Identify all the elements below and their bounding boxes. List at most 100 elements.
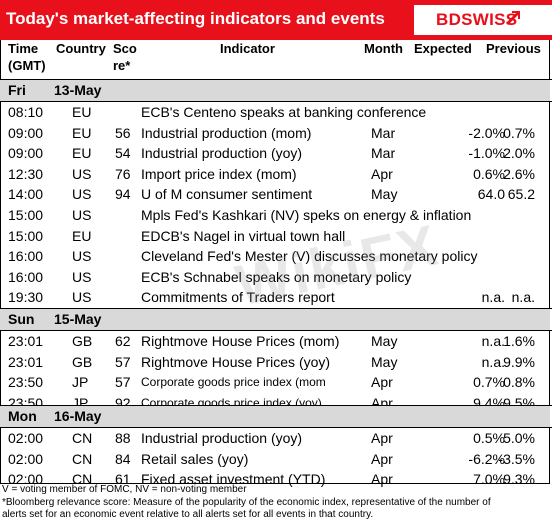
month-cell: Apr	[371, 471, 393, 488]
table-row: 09:00 EU 56 Industrial production (mom) Mar -…	[0, 123, 552, 144]
section-divider	[0, 101, 552, 102]
score-cell: 84	[115, 450, 131, 467]
day-header-mon: Mon 16-May	[0, 406, 550, 427]
country-cell: GB	[72, 333, 93, 349]
table-row: 23:01 GB 62 Rightmove House Prices (mom) May…	[0, 331, 552, 352]
month-cell: Apr	[371, 374, 393, 391]
indicator-cell: Cleveland Fed's Mester (V) discusses mon…	[141, 248, 478, 265]
score-cell: 88	[115, 430, 131, 446]
expected-cell: 0.6%	[473, 165, 505, 182]
time-cell: 14:00	[8, 186, 44, 203]
time-cell: 09:00	[8, 145, 44, 162]
month-cell: May	[371, 333, 398, 349]
table-row: 15:00 US Mpls Fed's Kashkari (NV) speks on…	[0, 205, 552, 226]
previous-cell: 9.9%	[503, 353, 535, 370]
month-cell: May	[371, 186, 398, 203]
previous-cell: 2.0%	[503, 145, 535, 162]
indicator-cell: Rightmove House Prices (mom)	[141, 333, 340, 349]
previous-cell: 2.6%	[503, 165, 535, 182]
time-cell: 16:00	[8, 248, 44, 265]
score-cell: 62	[115, 333, 131, 349]
country-cell: CN	[72, 430, 93, 446]
section-divider	[0, 405, 552, 406]
page-title: Today's market-affecting indicators and …	[6, 9, 385, 28]
header-previous: Previous	[486, 41, 541, 56]
time-cell: 15:00	[8, 207, 44, 223]
table-row: 02:00 CN 88 Industrial production (yoy) Apr 0…	[0, 428, 552, 449]
footnote-score-1: *Bloomberg relevance score: Measure of t…	[2, 497, 491, 508]
country-cell: EU	[72, 145, 92, 162]
time-cell: 02:00	[8, 471, 44, 488]
expected-cell: -1.0%	[468, 145, 505, 162]
country-cell: US	[72, 268, 92, 285]
indicator-cell: Industrial production (yoy)	[141, 145, 303, 162]
header-time: Time (GMT)	[8, 41, 46, 73]
title-bar: Today's market-affecting indicators and …	[0, 0, 552, 40]
month-cell: Mar	[371, 145, 396, 162]
score-cell: 57	[115, 353, 131, 370]
time-cell: 23:01	[8, 333, 44, 349]
logo-arrow-icon	[506, 11, 520, 25]
score-cell: 94	[115, 186, 131, 203]
footnote-score-2: alerts set for an economic event relativ…	[2, 509, 374, 520]
time-cell: 09:00	[8, 124, 44, 141]
indicator-cell: U of M consumer sentiment	[141, 186, 313, 203]
footnote-voting: V = voting member of FOMC, NV = non-voti…	[2, 484, 247, 495]
header-indicator: Indicator	[220, 41, 275, 56]
expected-cell: n.a.	[481, 333, 505, 349]
day-header-sun: Sun 15-May	[0, 309, 550, 330]
month-cell: Mar	[371, 124, 396, 141]
score-cell: 57	[115, 374, 131, 391]
expected-cell: n.a.	[481, 289, 505, 306]
expected-cell: 0.5%	[473, 430, 505, 446]
score-cell: 56	[115, 124, 131, 141]
table-row: 19:30 US Commitments of Traders report n.a.…	[0, 287, 552, 308]
table-row: 08:10 EU ECB's Centeno speaks at banking c…	[0, 102, 552, 123]
time-cell: 15:00	[8, 227, 44, 244]
indicator-cell: Corporate goods price index (mom	[141, 375, 326, 390]
previous-cell: 9.3%	[503, 471, 535, 488]
previous-cell: 1.6%	[503, 333, 535, 349]
time-cell: 02:00	[8, 450, 44, 467]
time-cell: 19:30	[8, 289, 44, 306]
table-row: 23:50 JP 57 Corporate goods price index (mo…	[0, 372, 552, 393]
indicator-cell: Mpls Fed's Kashkari (NV) speks on energy…	[141, 207, 472, 223]
time-cell: 23:50	[8, 374, 44, 391]
table-row: 12:30 US 76 Import price index (mom) Apr 0.6%…	[0, 164, 552, 185]
month-cell: May	[371, 353, 398, 370]
month-cell: Apr	[371, 450, 393, 467]
expected-cell: 0.7%	[473, 374, 505, 391]
indicator-cell: Import price index (mom)	[141, 165, 297, 182]
previous-cell: 65.2	[507, 186, 535, 203]
header-divider	[0, 79, 552, 80]
country-cell: US	[72, 289, 92, 306]
logo-text: BDSWISS	[436, 10, 518, 29]
table-row: 16:00 US Cleveland Fed's Mester (V) discus…	[0, 246, 552, 267]
previous-cell: 0.7%	[503, 124, 535, 141]
country-cell: US	[72, 165, 92, 182]
month-cell: Apr	[371, 165, 393, 182]
country-cell: EU	[72, 227, 92, 244]
section-divider	[0, 427, 552, 428]
previous-cell: 5.0%	[503, 430, 535, 446]
day-header-fri: Fri 13-May	[0, 80, 550, 101]
country-cell: US	[72, 248, 92, 265]
time-cell: 02:00	[8, 430, 44, 446]
country-cell: CN	[72, 450, 93, 467]
indicator-cell: EDCB's Nagel in virtual town hall	[141, 227, 346, 244]
table-row: 15:00 EU EDCB's Nagel in virtual town hall	[0, 226, 552, 247]
score-cell: 61	[115, 471, 131, 488]
indicator-cell: Commitments of Traders report	[141, 289, 335, 306]
table-row: 23:01 GB 57 Rightmove House Prices (yoy) May…	[0, 352, 552, 373]
country-cell: CN	[72, 471, 93, 488]
table-row: 16:00 US ECB's Schnabel speaks on monetary…	[0, 267, 552, 288]
time-cell: 08:10	[8, 104, 44, 120]
score-cell: 76	[115, 165, 131, 182]
expected-cell: -6.2%	[468, 450, 505, 467]
table-row: 02:00 CN 61 Fixed asset investment (YTD) Apr…	[0, 469, 552, 490]
previous-cell: -3.5%	[498, 450, 535, 467]
country-cell: EU	[72, 104, 92, 120]
table-row: 14:00 US 94 U of M consumer sentiment May 64.…	[0, 184, 552, 205]
country-cell: JP	[72, 374, 89, 391]
previous-cell: n.a.	[511, 289, 535, 306]
